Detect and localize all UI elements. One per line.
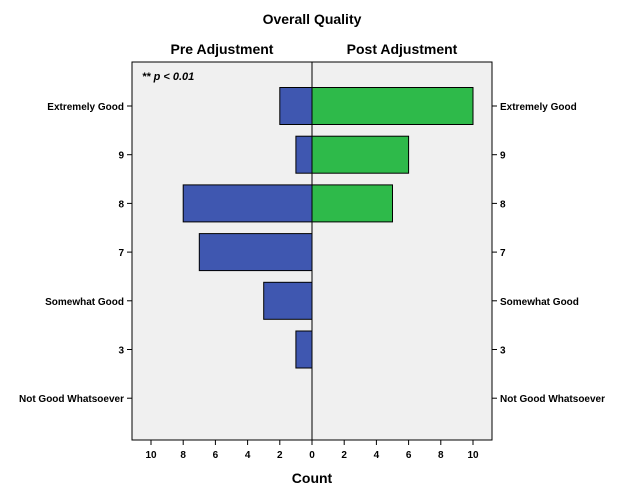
x-tick-label-9: 8 <box>438 450 444 461</box>
series-title-post: Post Adjustment <box>347 41 458 57</box>
bar-pre-2 <box>182 184 313 223</box>
series-title-pre: Pre Adjustment <box>171 41 274 57</box>
x-axis-title: Count <box>292 470 333 486</box>
category-label-left-6: Not Good Whatsoever <box>19 394 124 405</box>
x-tick-label-8: 6 <box>406 450 412 461</box>
category-label-left-5: 3 <box>118 346 124 357</box>
category-label-right-4: Somewhat Good <box>500 297 579 308</box>
x-tick-label-3: 4 <box>245 450 251 461</box>
x-tick-label-7: 4 <box>374 450 380 461</box>
bar-pre-5 <box>295 330 313 369</box>
bar-pre-3 <box>198 233 313 272</box>
x-tick-label-4: 2 <box>277 450 283 461</box>
category-label-left-1: 9 <box>118 151 124 162</box>
chart-title: Overall Quality <box>263 11 362 27</box>
x-tick-label-2: 6 <box>213 450 219 461</box>
category-label-right-5: 3 <box>500 346 506 357</box>
bar-pre-0 <box>279 87 313 125</box>
category-label-right-0: Extremely Good <box>500 102 577 113</box>
x-tick-label-6: 2 <box>341 450 347 461</box>
x-tick-label-5: 0 <box>309 450 315 461</box>
category-label-left-2: 8 <box>118 199 124 210</box>
x-tick-label-0: 10 <box>145 450 157 461</box>
ticks-layer: 10 8 6 4 2 0 2 4 6 8 10 <box>145 440 479 461</box>
bar-post-2 <box>311 184 393 223</box>
category-label-right-6: Not Good Whatsoever <box>500 394 605 405</box>
x-tick-label-1: 8 <box>180 450 186 461</box>
category-label-right-1: 9 <box>500 151 506 162</box>
category-label-left-0: Extremely Good <box>47 102 124 113</box>
bar-pre-4 <box>263 281 313 320</box>
x-tick-label-10: 10 <box>467 450 479 461</box>
category-label-right-3: 7 <box>500 248 506 259</box>
significance-annotation: ** p < 0.01 <box>142 71 194 83</box>
bars-layer <box>182 87 474 369</box>
bar-post-0 <box>311 87 474 125</box>
category-label-left-3: 7 <box>118 248 124 259</box>
category-label-right-2: 8 <box>500 199 506 210</box>
category-labels-layer: Extremely Good Extremely Good 9 9 8 8 7 7 Somewh… <box>19 102 605 405</box>
bar-post-1 <box>311 135 410 174</box>
category-label-left-4: Somewhat Good <box>45 297 124 308</box>
bar-pre-1 <box>295 135 313 174</box>
